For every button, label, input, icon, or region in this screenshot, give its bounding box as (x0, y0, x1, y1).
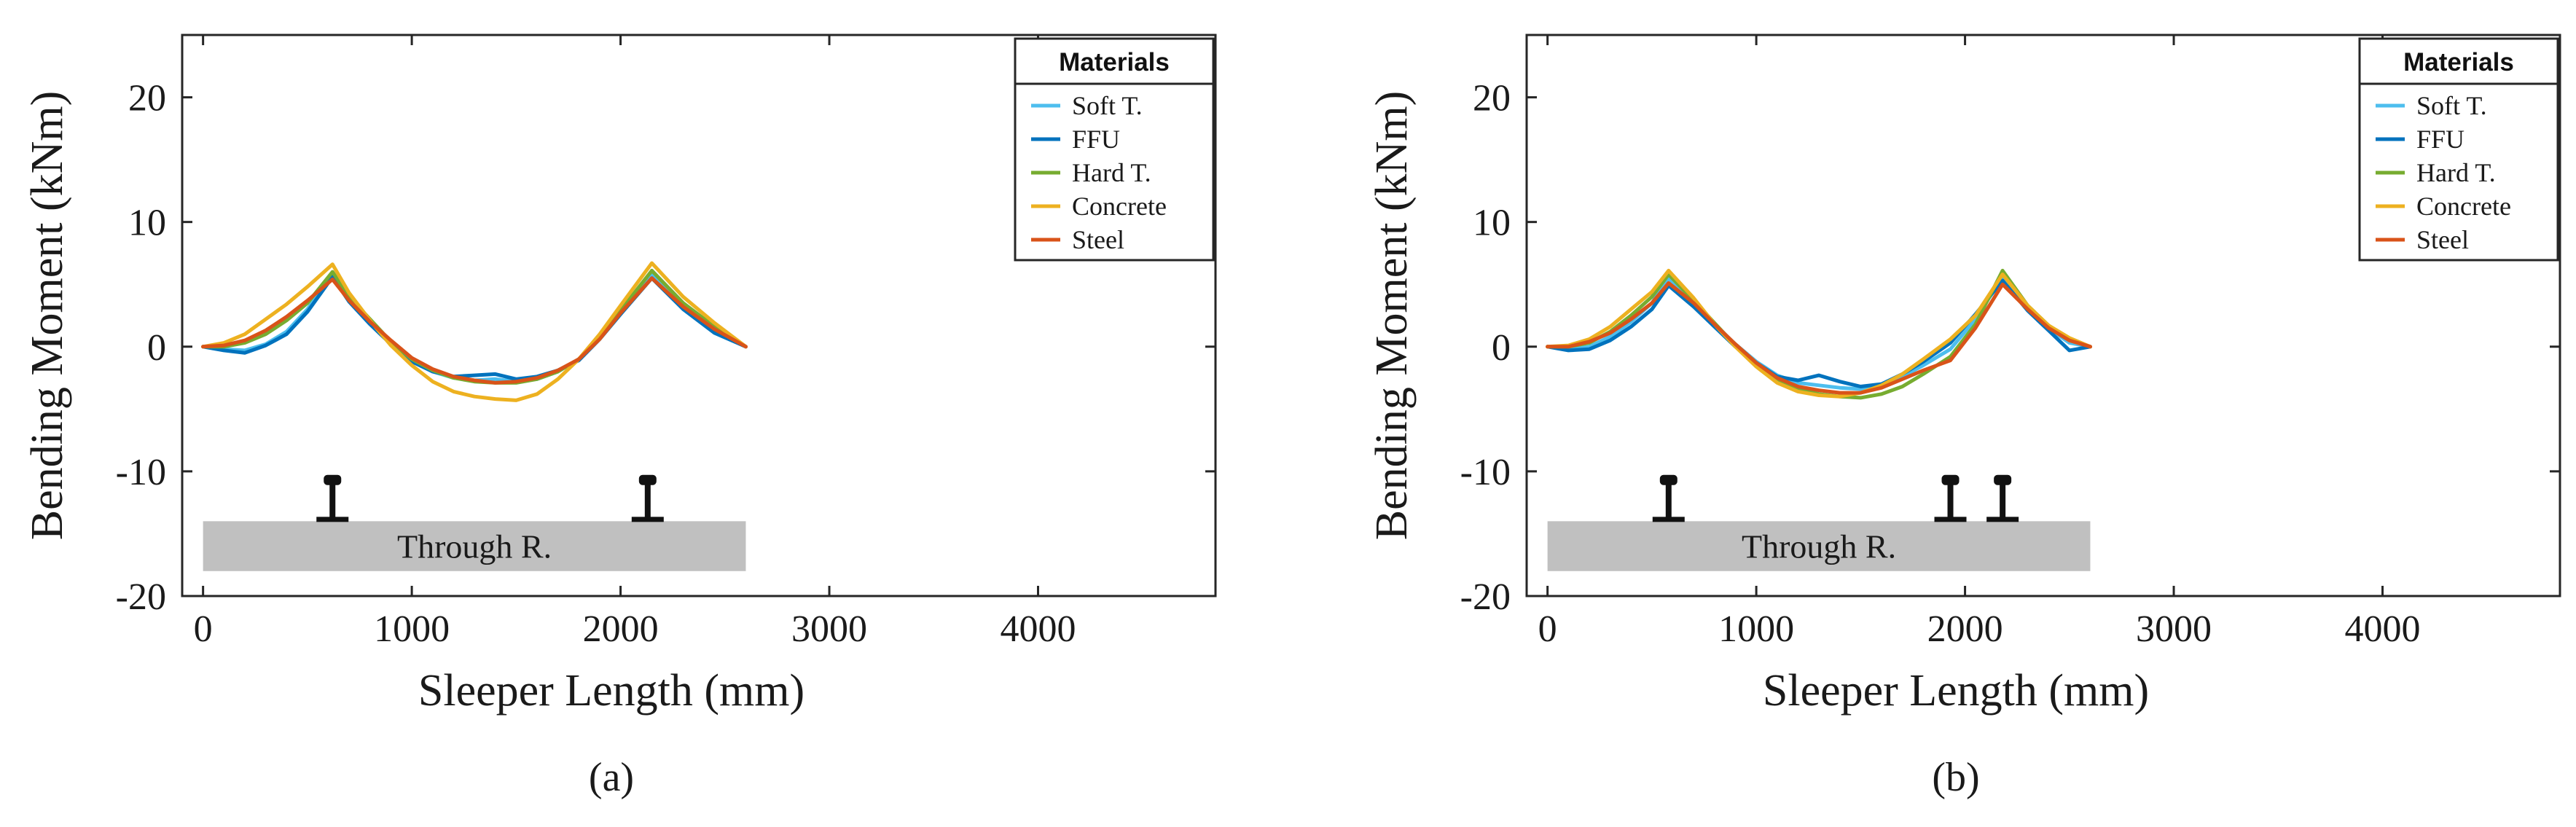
y-tick-label: 0 (1492, 327, 1511, 369)
figure-caption: (b) (1932, 755, 1979, 800)
y-tick-label: 10 (128, 203, 166, 244)
x-tick-label: 4000 (2345, 608, 2421, 650)
legend-entry: Hard T. (2416, 158, 2496, 187)
y-tick-label: -10 (1460, 452, 1511, 493)
series-line-soft-t- (1546, 275, 2092, 391)
rail-web (1665, 482, 1672, 520)
rail-head (1659, 474, 1677, 485)
x-tick-label: 4000 (1001, 608, 1076, 650)
sleeper-bar (203, 521, 746, 571)
y-tick-label: 20 (1473, 78, 1511, 119)
x-tick-label: 2000 (583, 608, 659, 650)
chart-panel-a: 0 1000 2000 3000 4000 -20 -10 0 10 20 Sleeper Leng… (23, 34, 1217, 800)
rail-icon (316, 474, 349, 522)
rail-web (1947, 482, 1954, 520)
y-tick-label: -10 (116, 452, 166, 493)
legend-entry: Concrete (2416, 192, 2511, 221)
y-axis-label: Bending Moment (kNm) (23, 91, 72, 541)
legend-entry: Concrete (1072, 192, 1167, 221)
x-tick-label: 0 (1538, 608, 1557, 650)
axes-box (181, 34, 1217, 597)
x-axis-label: Sleeper Length (mm) (1763, 666, 2149, 716)
rail-web (644, 482, 651, 520)
y-tick-label: -20 (1460, 576, 1511, 618)
legend-entry: FFU (2416, 125, 2465, 154)
legend-box (2358, 37, 2559, 262)
y-tick-label: 10 (1473, 203, 1511, 244)
x-tick-label: 3000 (791, 608, 867, 650)
x-axis-label: Sleeper Length (mm) (418, 666, 804, 716)
series-line-concrete (1546, 268, 2092, 399)
legend-entry: Soft T. (2416, 91, 2487, 120)
y-tick-label: -20 (116, 576, 166, 618)
series-line-steel (1546, 281, 2092, 395)
legend: Materials Soft T. FFU Hard T. Concrete Steel (2358, 37, 2559, 262)
legend-entry: Hard T. (1072, 158, 1151, 187)
series-line-steel (201, 276, 748, 385)
sleeper-label: Through R. (397, 528, 552, 565)
y-tick-label: 0 (147, 327, 166, 369)
series-line-concrete (201, 261, 748, 402)
rail-head (638, 474, 657, 485)
chart-panel-b: 0 1000 2000 3000 4000 -20 -10 0 10 20 Sleeper Leng… (1367, 34, 2561, 800)
legend-entry: Steel (1072, 225, 1124, 254)
figure-caption: (a) (589, 755, 634, 800)
x-tick-label: 0 (194, 608, 213, 650)
series-line-ffu (201, 275, 748, 381)
rail-icon (1652, 474, 1685, 522)
rail-icon (631, 474, 664, 522)
x-tick-label: 2000 (1927, 608, 2003, 650)
rail-icon (1934, 474, 1967, 522)
legend-box (1014, 37, 1215, 262)
y-tick-label: 20 (128, 78, 166, 119)
axes-box (1525, 34, 2561, 597)
sleeper-bar (1547, 521, 2091, 571)
sleeper-label: Through R. (1742, 528, 1896, 565)
rail-head (1994, 474, 2012, 485)
legend-entry: Steel (2416, 225, 2469, 254)
x-tick-label: 3000 (2136, 608, 2212, 650)
legend-entry: FFU (1072, 125, 1120, 154)
rail-head (324, 474, 342, 485)
legend-entry: Soft T. (1072, 91, 1143, 120)
rail-web (2000, 482, 2006, 520)
x-tick-label: 1000 (1718, 608, 1794, 650)
series-line-ffu (1546, 278, 2092, 388)
legend: Materials Soft T. FFU Hard T. Concrete Steel (1014, 37, 1215, 262)
rail-icon (1986, 474, 2019, 522)
rail-web (329, 482, 336, 520)
legend-title: Materials (1059, 48, 1170, 77)
x-tick-label: 1000 (374, 608, 450, 650)
y-axis-label: Bending Moment (kNm) (1367, 91, 1417, 541)
legend-title: Materials (2403, 48, 2514, 77)
rail-head (1941, 474, 1960, 485)
